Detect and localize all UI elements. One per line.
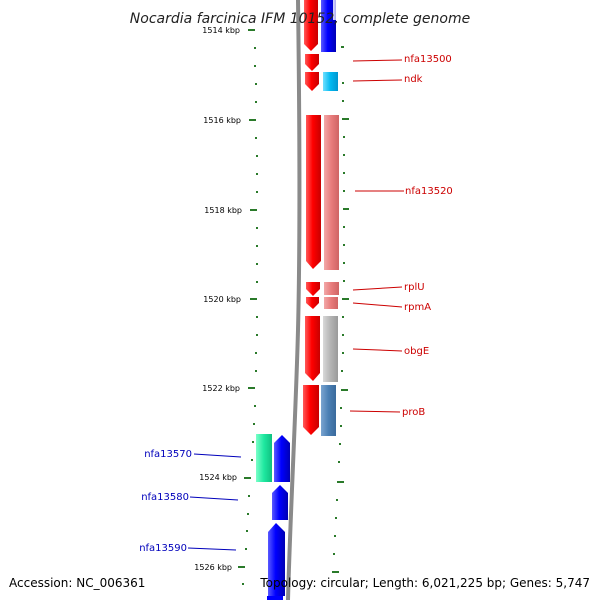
category-block — [321, 0, 336, 52]
leader-lines-right — [349, 59, 404, 413]
tick-label: 1516 kbp — [203, 116, 241, 125]
gene-arrow-nfa13570[interactable] — [274, 435, 290, 482]
gene-label-rplU[interactable]: rplU — [404, 282, 425, 293]
gene-arrow-top-red[interactable] — [304, 0, 318, 51]
accession-text: Accession: NC_006361 — [9, 576, 145, 590]
gene-arrow-nfa13590[interactable] — [268, 523, 285, 596]
category-block-rplU — [324, 282, 339, 295]
gene-label-nfa13500[interactable]: nfa13500 — [404, 54, 452, 65]
category-block-rpmA — [324, 297, 338, 309]
scale-ruler: 1514 kbp 1516 kbp 1518 kbp 1520 kbp 1522… — [194, 26, 258, 585]
gene-continuation — [267, 596, 283, 600]
gene-label-rpmA[interactable]: rpmA — [404, 302, 431, 313]
category-block-nfa13520 — [324, 115, 339, 270]
category-column — [321, 0, 339, 436]
gene-label-nfa13520[interactable]: nfa13520 — [405, 186, 453, 197]
gene-label-proB[interactable]: proB — [402, 407, 425, 418]
gene-label-nfa13580[interactable]: nfa13580 — [141, 492, 189, 503]
gene-label-nfa13570[interactable]: nfa13570 — [144, 449, 192, 460]
tick-label: 1520 kbp — [203, 295, 241, 304]
gene-label-obgE[interactable]: obgE — [404, 346, 429, 357]
gene-arrow-proB[interactable] — [303, 385, 319, 435]
gene-arrow-obgE[interactable] — [305, 316, 320, 381]
ruler-dots — [242, 47, 258, 585]
tick-label: 1522 kbp — [202, 384, 240, 393]
leader-lines-left — [187, 453, 242, 551]
gene-arrow-ndk[interactable] — [305, 72, 319, 91]
category-block-ndk — [323, 72, 338, 91]
reverse-strand — [256, 434, 290, 600]
gene-arrow-rpmA[interactable] — [306, 297, 319, 309]
gene-label-nfa13590[interactable]: nfa13590 — [139, 543, 187, 554]
category-block-nfa13570 — [256, 434, 272, 482]
tick-label: 1524 kbp — [199, 473, 237, 482]
tick-label: 1526 kbp — [194, 563, 232, 572]
gene-label-ndk[interactable]: ndk — [404, 74, 423, 85]
major-ticks — [238, 29, 257, 568]
gene-arrow-nfa13520[interactable] — [306, 115, 321, 269]
genome-summary-text: Topology: circular; Length: 6,021,225 bp… — [259, 576, 590, 590]
category-block-proB — [321, 385, 336, 436]
page-title: Nocardia farcinica IFM 10152, complete g… — [130, 11, 470, 27]
category-block — [333, 0, 336, 20]
genome-backbone — [286, 0, 302, 600]
gene-arrow-rplU[interactable] — [306, 282, 320, 296]
right-ruler — [332, 46, 349, 573]
gene-arrow-nfa13580[interactable] — [272, 485, 288, 520]
tick-label: 1518 kbp — [204, 206, 242, 215]
category-block-obgE — [323, 316, 338, 382]
gene-arrow-nfa13500[interactable] — [305, 54, 319, 71]
forward-strand — [303, 0, 321, 435]
tick-label: 1514 kbp — [202, 26, 240, 35]
